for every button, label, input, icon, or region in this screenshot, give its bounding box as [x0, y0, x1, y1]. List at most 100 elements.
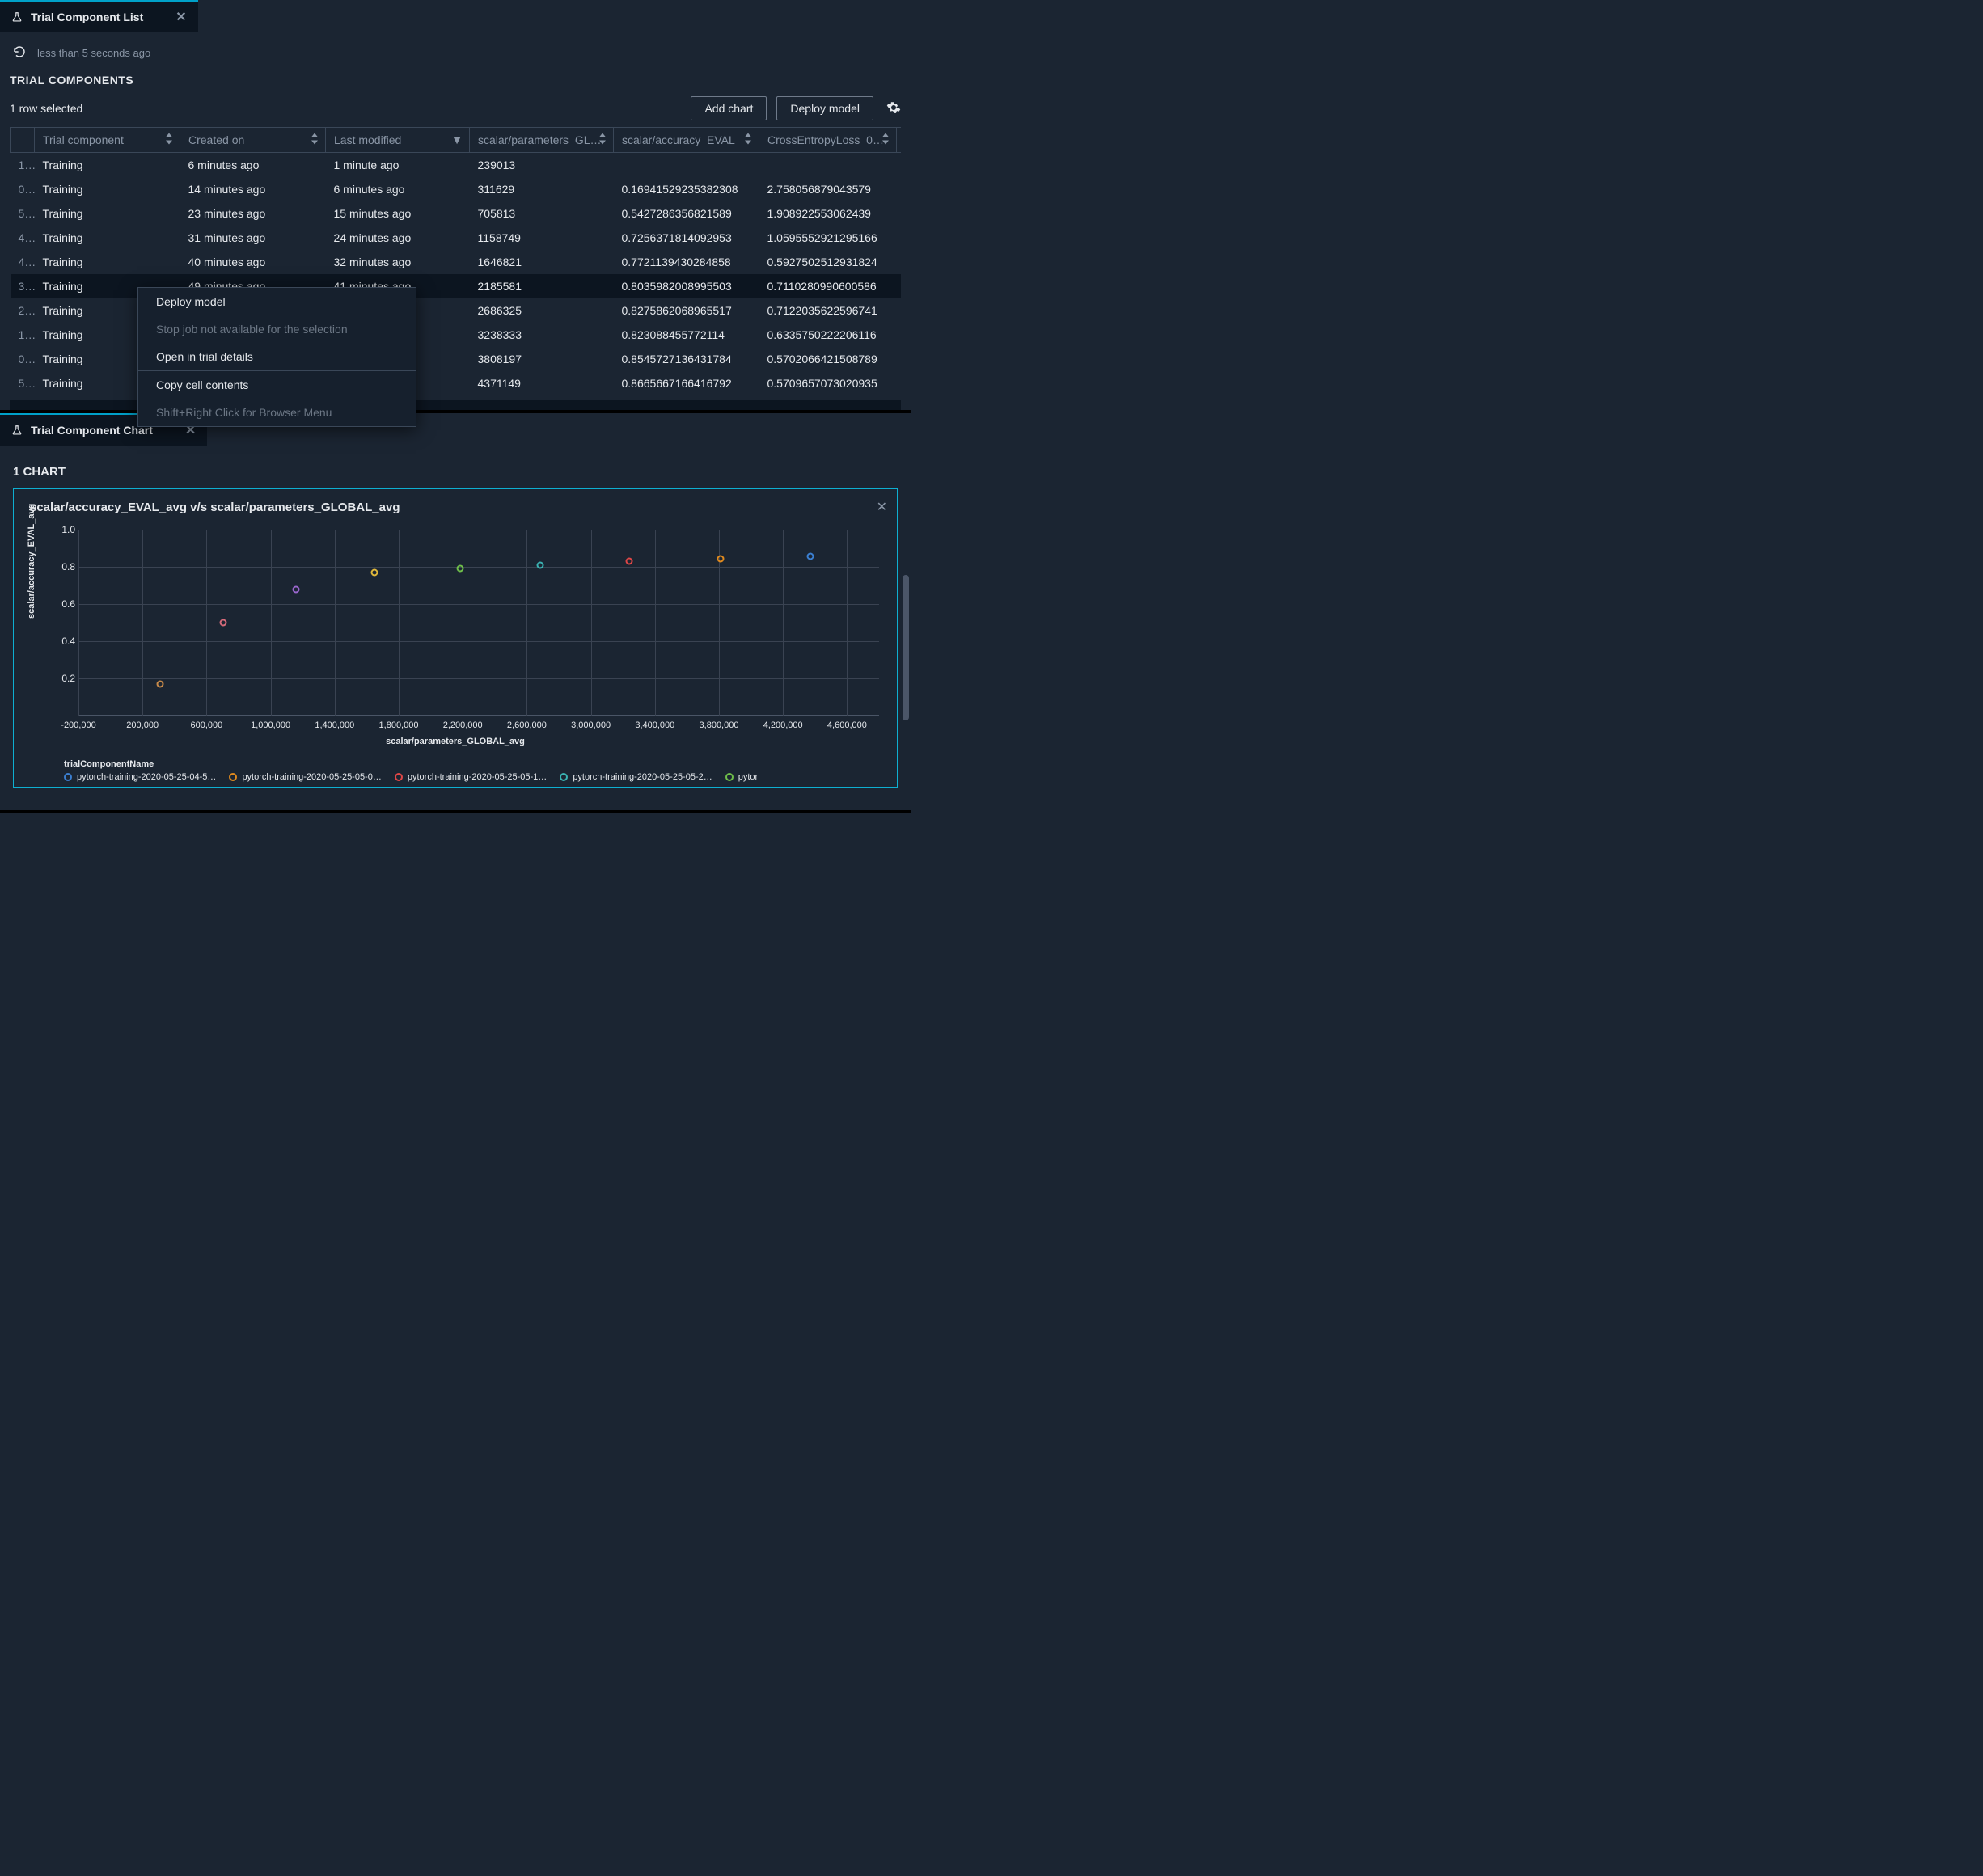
- table-cell[interactable]: 0.7122035622596741: [759, 298, 897, 323]
- table-cell[interactable]: 0.5427286356821589: [614, 201, 759, 226]
- table-cell[interactable]: [614, 153, 759, 178]
- table-cell[interactable]: [897, 274, 902, 298]
- close-icon[interactable]: ✕: [175, 9, 186, 25]
- table-cell[interactable]: [897, 250, 902, 274]
- scatter-marker[interactable]: [717, 555, 724, 562]
- col-header-trial-component[interactable]: Trial component: [35, 128, 180, 153]
- table-cell[interactable]: 6 minutes ago: [180, 153, 326, 178]
- table-cell[interactable]: 6 minutes ago: [326, 177, 470, 201]
- table-cell[interactable]: 0…: [11, 177, 35, 201]
- scatter-marker[interactable]: [157, 681, 164, 688]
- scatter-marker[interactable]: [457, 565, 464, 573]
- table-cell[interactable]: 0.8035982008995503: [614, 274, 759, 298]
- table-cell[interactable]: 0.8275862068965517: [614, 298, 759, 323]
- deploy-model-button[interactable]: Deploy model: [776, 96, 873, 120]
- scatter-marker[interactable]: [625, 558, 632, 565]
- table-cell[interactable]: 1.0595552921295166: [759, 226, 897, 250]
- add-chart-button[interactable]: Add chart: [691, 96, 767, 120]
- filter-icon[interactable]: ▼: [451, 133, 463, 146]
- table-cell[interactable]: 1646821: [470, 250, 614, 274]
- table-cell[interactable]: 2…: [11, 298, 35, 323]
- col-header-accuracy[interactable]: scalar/accuracy_EVAL: [614, 128, 759, 153]
- table-cell[interactable]: 4…: [11, 226, 35, 250]
- scrollbar-thumb[interactable]: [903, 575, 909, 720]
- legend-item[interactable]: pytorch-training-2020-05-25-05-2…: [560, 772, 712, 782]
- scatter-marker[interactable]: [220, 619, 227, 627]
- col-header-created-on[interactable]: Created on: [180, 128, 326, 153]
- table-cell[interactable]: 0.6335750222206116: [759, 323, 897, 347]
- table-cell[interactable]: 2.758056879043579: [759, 177, 897, 201]
- scatter-marker[interactable]: [293, 585, 300, 593]
- table-row[interactable]: 4…Training40 minutes ago32 minutes ago16…: [11, 250, 902, 274]
- table-cell[interactable]: 0.823088455772114: [614, 323, 759, 347]
- table-row[interactable]: 4…Training31 minutes ago24 minutes ago11…: [11, 226, 902, 250]
- sort-icon[interactable]: [165, 133, 173, 147]
- menu-open-trial-details[interactable]: Open in trial details: [138, 343, 416, 370]
- menu-copy-cell[interactable]: Copy cell contents: [138, 371, 416, 399]
- table-row[interactable]: 5…Training23 minutes ago15 minutes ago70…: [11, 201, 902, 226]
- table-row[interactable]: 0…Training14 minutes ago6 minutes ago311…: [11, 177, 902, 201]
- table-cell[interactable]: 0.5702066421508789: [759, 347, 897, 371]
- table-cell[interactable]: 1…: [11, 153, 35, 178]
- table-cell[interactable]: 5…: [11, 201, 35, 226]
- vertical-scrollbar[interactable]: [903, 575, 911, 737]
- table-cell[interactable]: 3…: [11, 274, 35, 298]
- table-cell[interactable]: 3808197: [470, 347, 614, 371]
- scatter-marker[interactable]: [537, 561, 544, 568]
- gear-icon[interactable]: [886, 100, 901, 117]
- table-cell[interactable]: Training: [35, 226, 180, 250]
- table-cell[interactable]: [897, 153, 902, 178]
- table-cell[interactable]: [897, 226, 902, 250]
- table-cell[interactable]: 31 minutes ago: [180, 226, 326, 250]
- col-header-extra[interactable]: C: [897, 128, 902, 153]
- tab-trial-component-list[interactable]: Trial Component List ✕: [0, 0, 198, 32]
- sort-icon[interactable]: [598, 133, 607, 147]
- table-cell[interactable]: 24 minutes ago: [326, 226, 470, 250]
- scatter-marker[interactable]: [807, 553, 814, 560]
- table-cell[interactable]: 1…: [11, 323, 35, 347]
- table-cell[interactable]: 705813: [470, 201, 614, 226]
- table-cell[interactable]: 3238333: [470, 323, 614, 347]
- table-cell[interactable]: 4…: [11, 250, 35, 274]
- legend-item[interactable]: pytorch-training-2020-05-25-05-1…: [395, 772, 547, 782]
- table-cell[interactable]: Training: [35, 177, 180, 201]
- scatter-marker[interactable]: [370, 568, 378, 576]
- table-cell[interactable]: 2185581: [470, 274, 614, 298]
- sort-icon[interactable]: [744, 133, 752, 147]
- table-cell[interactable]: 4371149: [470, 371, 614, 395]
- legend-item[interactable]: pytor: [725, 772, 758, 782]
- col-header-index[interactable]: [11, 128, 35, 153]
- table-cell[interactable]: 0.8665667166416792: [614, 371, 759, 395]
- table-cell[interactable]: 239013: [470, 153, 614, 178]
- table-cell[interactable]: 40 minutes ago: [180, 250, 326, 274]
- table-cell[interactable]: 311629: [470, 177, 614, 201]
- sort-icon[interactable]: [311, 133, 319, 147]
- table-cell[interactable]: 23 minutes ago: [180, 201, 326, 226]
- table-cell[interactable]: 0.7721139430284858: [614, 250, 759, 274]
- table-cell[interactable]: 1158749: [470, 226, 614, 250]
- table-cell[interactable]: 0.5709657073020935: [759, 371, 897, 395]
- sort-icon[interactable]: [882, 133, 890, 147]
- table-cell[interactable]: 0.8545727136431784: [614, 347, 759, 371]
- table-cell[interactable]: [897, 201, 902, 226]
- col-header-last-modified[interactable]: Last modified ▼: [326, 128, 470, 153]
- table-cell[interactable]: [897, 371, 902, 395]
- table-cell[interactable]: 0.16941529235382308: [614, 177, 759, 201]
- table-cell[interactable]: 32 minutes ago: [326, 250, 470, 274]
- table-cell[interactable]: 0…: [11, 347, 35, 371]
- table-cell[interactable]: 1 minute ago: [326, 153, 470, 178]
- table-cell[interactable]: 0.7256371814092953: [614, 226, 759, 250]
- refresh-icon[interactable]: [13, 45, 26, 61]
- table-cell[interactable]: [897, 177, 902, 201]
- table-cell[interactable]: Training: [35, 250, 180, 274]
- table-cell[interactable]: 2686325: [470, 298, 614, 323]
- table-cell[interactable]: [897, 323, 902, 347]
- col-header-parameters[interactable]: scalar/parameters_GL…: [470, 128, 614, 153]
- table-cell[interactable]: 15 minutes ago: [326, 201, 470, 226]
- table-cell[interactable]: Training: [35, 201, 180, 226]
- table-row[interactable]: 1…Training6 minutes ago1 minute ago23901…: [11, 153, 902, 178]
- table-cell[interactable]: [897, 298, 902, 323]
- legend-item[interactable]: pytorch-training-2020-05-25-05-0…: [229, 772, 381, 782]
- table-cell[interactable]: 1.908922553062439: [759, 201, 897, 226]
- table-cell[interactable]: Training: [35, 153, 180, 178]
